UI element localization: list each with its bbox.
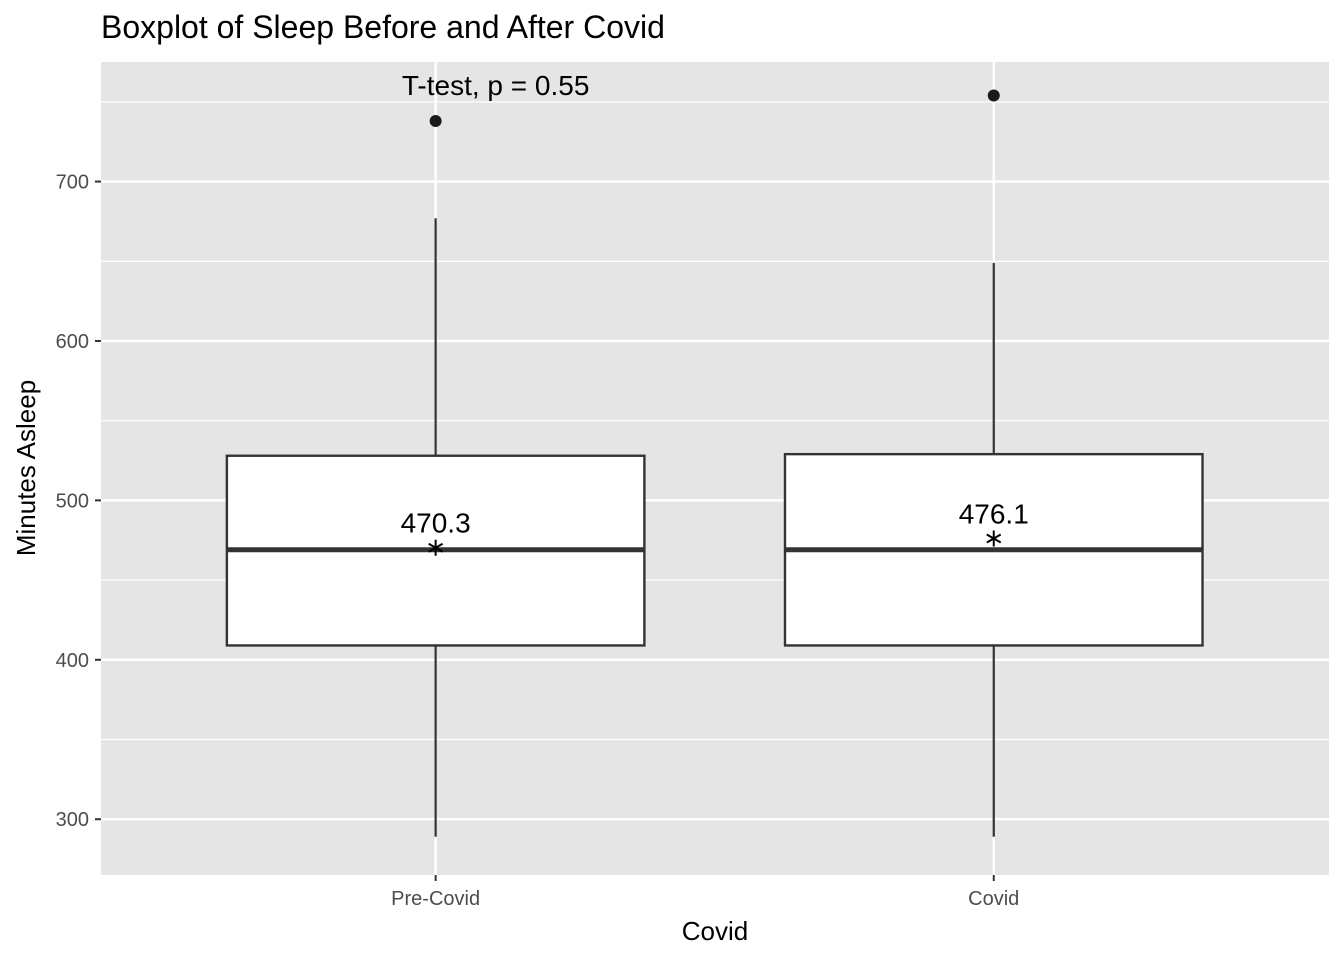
x-tick-label: Pre-Covid: [391, 888, 480, 910]
boxplot-marks: 470.3 476.1 T-test, p = 0.55: [225, 70, 1204, 837]
y-tick-label: 700: [56, 172, 89, 194]
t-test-annotation: T-test, p = 0.55: [402, 70, 590, 101]
x-axis: Pre-Covid Covid: [391, 875, 1019, 910]
mean-marker-stroke: [986, 533, 1002, 544]
x-tick-label: Covid: [968, 888, 1019, 910]
box-group-covid: 476.1: [783, 89, 1204, 837]
y-tick-label: 500: [56, 490, 89, 512]
mean-label: 470.3: [401, 508, 471, 539]
y-axis: 300 400 500 600 700: [56, 172, 101, 831]
box-group-pre-covid: 470.3: [225, 114, 646, 837]
outlier-point: [429, 114, 442, 127]
x-axis-title: Covid: [682, 916, 748, 946]
mean-marker: [986, 530, 1002, 547]
mean-marker: [428, 539, 444, 556]
mean-label: 476.1: [959, 498, 1029, 529]
chart-title: Boxplot of Sleep Before and After Covid: [101, 9, 665, 45]
y-tick-label: 600: [56, 331, 89, 353]
outlier-point: [987, 89, 1000, 102]
y-tick-label: 300: [56, 809, 89, 831]
y-tick-label: 400: [56, 650, 89, 672]
y-axis-title: Minutes Asleep: [11, 380, 41, 556]
mean-marker-stroke: [428, 542, 444, 553]
